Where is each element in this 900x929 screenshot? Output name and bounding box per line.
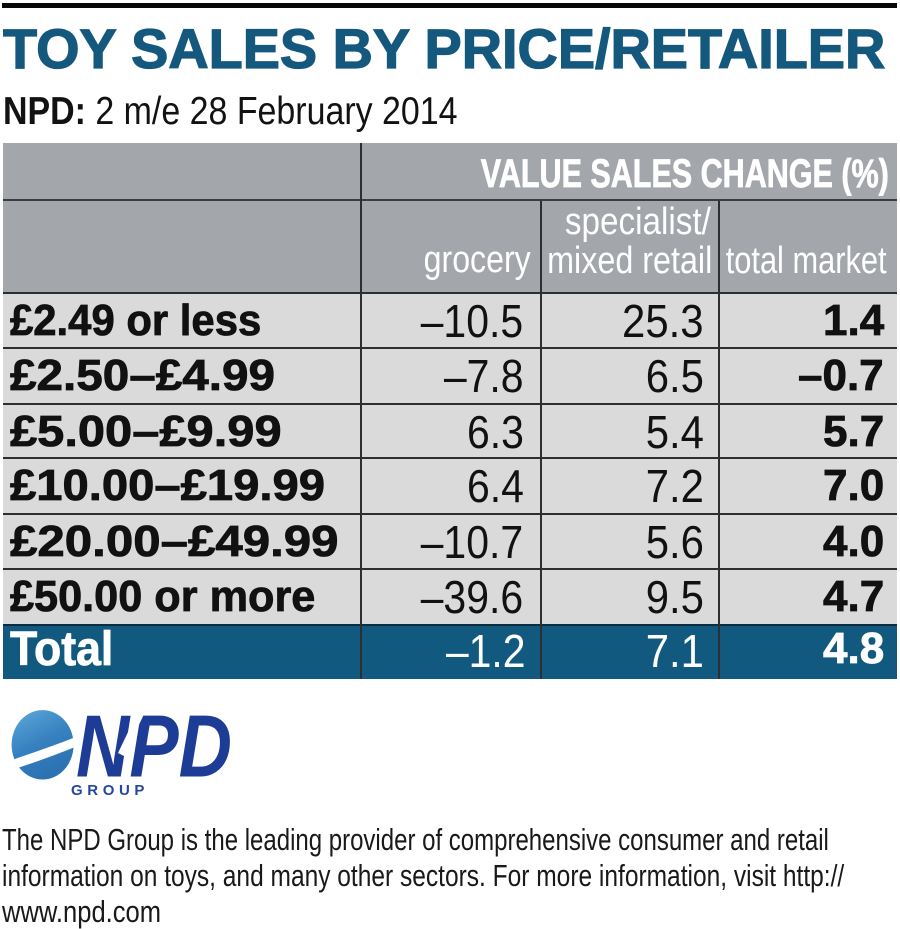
svg-text:GROUP: GROUP	[71, 782, 149, 799]
svg-text:NPD: NPD	[76, 700, 232, 796]
